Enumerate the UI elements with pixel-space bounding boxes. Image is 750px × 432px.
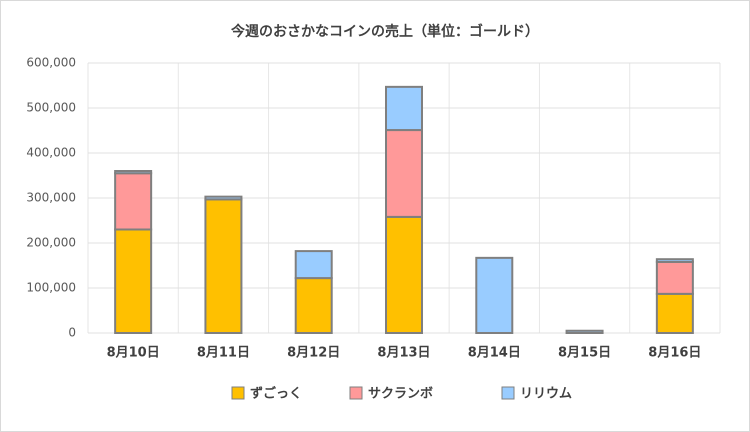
bar-segment: [294, 250, 333, 280]
chart-title: 今週のおさかなコインの売上（単位：ゴールド）: [230, 23, 539, 40]
bar-segment: [475, 256, 514, 335]
bar-segment: [655, 258, 694, 263]
legend-label: サクランボ: [368, 386, 433, 402]
bar-segment: [565, 329, 604, 334]
y-tick-label: 200,000: [26, 236, 76, 250]
x-tick-label: 8月15日: [558, 346, 611, 361]
bar-segment: [385, 215, 423, 334]
bar-segment: [114, 170, 153, 175]
y-tick-label: 100,000: [26, 281, 76, 295]
x-tick-label: 8月11日: [197, 346, 250, 361]
x-tick-label: 8月10日: [107, 346, 160, 361]
bar-segment: [385, 129, 423, 218]
legend-swatch: [349, 386, 363, 400]
bar-segment: [294, 277, 333, 335]
x-tick-label: 8月13日: [377, 346, 430, 361]
x-tick-label: 8月16日: [648, 346, 701, 361]
bar-segment: [114, 228, 153, 334]
bar-segment: [385, 85, 423, 132]
bar-segment: [204, 195, 243, 201]
x-tick-label: 8月14日: [468, 346, 521, 361]
bar-segment: [655, 292, 694, 335]
bar-segment: [204, 198, 243, 334]
legend-swatch: [231, 386, 245, 400]
y-tick-label: 400,000: [26, 146, 76, 160]
bar-segment: [655, 260, 694, 295]
y-tick-label: 0: [68, 326, 76, 340]
y-tick-label: 300,000: [26, 191, 76, 205]
bar-segment: [114, 172, 153, 231]
y-tick-label: 600,000: [26, 56, 76, 70]
x-tick-label: 8月12日: [287, 346, 340, 361]
legend-label: リリウム: [520, 387, 572, 402]
legend-swatch: [501, 386, 515, 400]
y-tick-label: 500,000: [26, 101, 76, 115]
legend-label: ずごっく: [250, 386, 302, 402]
